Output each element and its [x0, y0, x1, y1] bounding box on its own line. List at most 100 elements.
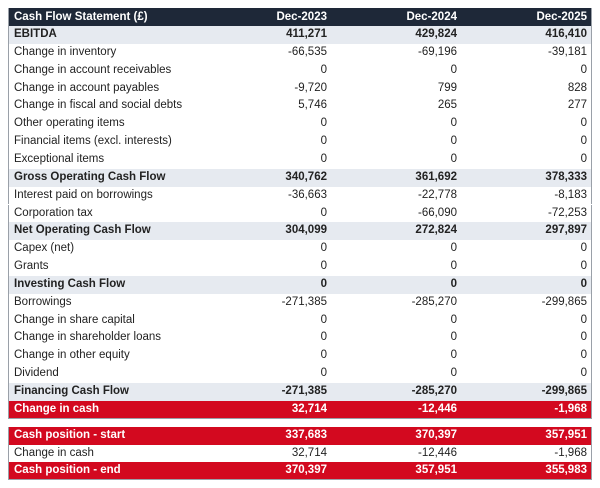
cell-value: -285,270 — [411, 295, 457, 308]
row-label: Exceptional items — [14, 152, 105, 165]
table-row: EBITDA 411,271 429,824 416,410 — [8, 26, 592, 44]
cell-value: 0 — [320, 63, 327, 76]
cell-value: -22,778 — [417, 188, 457, 201]
table-row: Change in other equity 0 0 0 — [8, 347, 592, 366]
cell-value: 0 — [580, 367, 587, 380]
cell-value: 357,951 — [415, 464, 457, 477]
row-label: Change in inventory — [14, 45, 117, 58]
table-row: Change in fiscal and social debts 5,746 26… — [8, 97, 592, 116]
cell-value: 0 — [320, 331, 327, 344]
table-row: Dividend 0 0 0 — [8, 365, 592, 383]
cell-value: 5,746 — [298, 99, 327, 112]
row-label: Grants — [14, 260, 49, 273]
table-row: Change in share capital 0 0 0 — [8, 311, 592, 330]
cell-value: 0 — [580, 331, 587, 344]
cell-value: -66,090 — [417, 206, 457, 219]
cell-value: 0 — [450, 135, 457, 148]
cell-value: -9,720 — [294, 81, 327, 94]
row-label: Other operating items — [14, 117, 125, 130]
table-row: Investing Cash Flow 0 0 0 — [8, 275, 592, 294]
table-row: Cash position - end 370,397 357,951 355,983 — [8, 462, 592, 481]
row-label: Cash Flow Statement (£) — [14, 11, 148, 23]
cell-value: Dec-2024 — [406, 11, 457, 23]
cell-value: -299,865 — [541, 295, 587, 308]
cell-value: -69,196 — [417, 45, 457, 58]
table-row: Financial items (excl. interests) 0 0 0 — [8, 133, 592, 151]
cell-value: 32,714 — [291, 446, 327, 459]
cell-value: -1,968 — [554, 446, 587, 459]
cell-value: -299,865 — [541, 385, 587, 397]
cell-value: 0 — [450, 152, 457, 165]
cell-value: 0 — [580, 242, 587, 255]
cell-value: -285,270 — [411, 385, 457, 397]
cell-value: 0 — [450, 349, 457, 362]
cell-value: 277 — [567, 99, 587, 112]
cell-value: 370,397 — [415, 428, 457, 441]
table-row: Exceptional items 0 0 0 — [8, 150, 592, 169]
row-label: Cash position - end — [14, 464, 121, 477]
cell-value: 370,397 — [285, 464, 327, 477]
row-label: Change in account receivables — [14, 63, 172, 76]
cell-value: -12,446 — [417, 402, 457, 415]
table-row: Other operating items 0 0 0 — [8, 115, 592, 134]
cell-value: 304,099 — [285, 224, 327, 237]
cell-value: 0 — [580, 63, 587, 76]
cell-value: 378,333 — [545, 170, 587, 183]
cell-value: 0 — [580, 135, 587, 148]
row-label: Cash position - start — [14, 428, 126, 441]
cell-value: 0 — [320, 135, 327, 148]
row-label: Change in account payables — [14, 81, 160, 94]
cell-value: 0 — [450, 313, 457, 326]
cell-value: -271,385 — [281, 385, 327, 397]
cell-value: 0 — [320, 260, 327, 273]
cell-value: -72,253 — [547, 206, 587, 219]
cell-value: -12,446 — [417, 446, 457, 459]
cell-value: 0 — [580, 117, 587, 130]
cell-value: 272,824 — [415, 224, 457, 237]
cell-value: -36,663 — [287, 188, 327, 201]
cell-value: 337,683 — [285, 428, 327, 441]
row-label: EBITDA — [14, 28, 57, 40]
cell-value: 32,714 — [291, 402, 327, 415]
cash-flow-table: Cash Flow Statement (£) Dec-2023 Dec-2024 D… — [8, 8, 592, 481]
cell-value: 361,692 — [415, 170, 457, 183]
row-label: Change in other equity — [14, 349, 130, 362]
row-label: Financing Cash Flow — [14, 385, 130, 397]
cell-value: -66,535 — [287, 45, 327, 58]
row-label: Borrowings — [14, 295, 72, 308]
table-row: Change in account payables -9,720 799 828 — [8, 79, 592, 98]
table-row: Financing Cash Flow -271,385 -285,270 -299,… — [8, 383, 592, 401]
table-row: Change in cash 32,714 -12,446 -1,968 — [8, 400, 592, 419]
cell-value: -271,385 — [281, 295, 327, 308]
cell-value: 416,410 — [545, 28, 587, 40]
cell-value: 0 — [450, 331, 457, 344]
cell-value: 0 — [450, 117, 457, 130]
row-label: Change in fiscal and social debts — [14, 99, 183, 112]
table-row: Gross Operating Cash Flow 340,762 361,692 3… — [8, 168, 592, 187]
cell-value: 0 — [320, 117, 327, 130]
cell-value: -39,181 — [547, 45, 587, 58]
cell-value: 0 — [320, 277, 327, 290]
table-row: Change in cash 32,714 -12,446 -1,968 — [8, 444, 592, 463]
table-row: Change in account receivables 0 0 0 — [8, 61, 592, 80]
cell-value: 357,951 — [545, 428, 587, 441]
cell-value: 799 — [437, 81, 457, 94]
cell-value: 0 — [320, 367, 327, 380]
row-label: Change in share capital — [14, 313, 135, 326]
cell-value: 0 — [450, 242, 457, 255]
table-row: Net Operating Cash Flow 304,099 272,824 297… — [8, 222, 592, 241]
cell-value: 411,271 — [286, 28, 327, 40]
row-label: Change in shareholder loans — [14, 331, 162, 344]
table-row: Corporation tax 0 -66,090 -72,253 — [8, 204, 592, 223]
table-row: Borrowings -271,385 -285,270 -299,865 — [8, 293, 592, 312]
row-label: Capex (net) — [14, 242, 75, 255]
table-row: Grants 0 0 0 — [8, 258, 592, 276]
row-label: Investing Cash Flow — [14, 277, 126, 290]
cell-value: Dec-2023 — [276, 11, 327, 23]
cell-value: -8,183 — [554, 188, 587, 201]
cell-value: 0 — [320, 152, 327, 165]
cell-value: 0 — [580, 349, 587, 362]
table-row: Interest paid on borrowings -36,663 -22,77… — [8, 186, 592, 205]
cell-value: 340,762 — [285, 170, 327, 183]
